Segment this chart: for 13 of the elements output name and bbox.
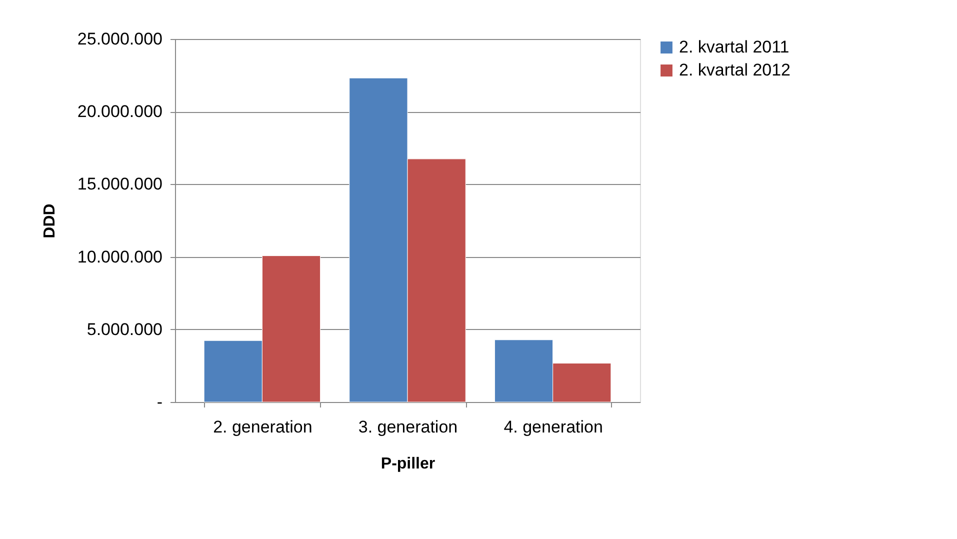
y-tick-label: 5.000.000 bbox=[86, 320, 162, 339]
x-axis-title: P-piller bbox=[380, 456, 436, 472]
y-tick-label: 15.000.000 bbox=[77, 174, 162, 194]
x-tick-label: 4. generation bbox=[504, 418, 603, 436]
y-axis-title: DDD bbox=[41, 204, 58, 238]
legend-label: 2. kvartal 2011 bbox=[679, 38, 790, 56]
x-tick-label: 3. generation bbox=[358, 418, 458, 436]
y-tick-label: 25.000.000 bbox=[77, 30, 162, 48]
y-tick-label: - bbox=[156, 392, 162, 412]
y-tick-label: 10.000.000 bbox=[77, 247, 162, 266]
legend-label: 2. kvartal 2012 bbox=[679, 60, 791, 80]
x-tick-label: 2. generation bbox=[213, 418, 312, 436]
y-tick-label: 20.000.000 bbox=[77, 102, 162, 122]
